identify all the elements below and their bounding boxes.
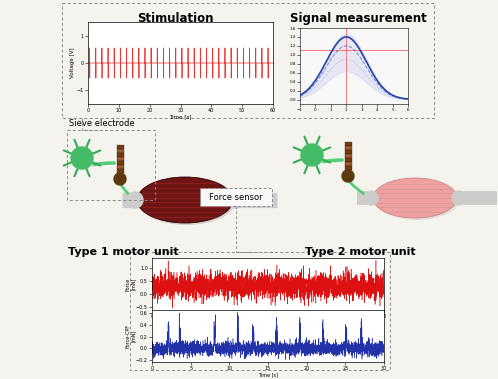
Circle shape	[127, 192, 143, 208]
Text: Force sensor: Force sensor	[209, 193, 263, 202]
Bar	[117, 169, 124, 173]
Bar	[345, 142, 352, 146]
Circle shape	[301, 144, 323, 166]
Bar	[117, 153, 124, 157]
Circle shape	[227, 192, 243, 208]
Circle shape	[342, 170, 354, 182]
Bar	[345, 154, 352, 158]
Bar	[345, 146, 352, 150]
Text: Sieve electrode: Sieve electrode	[69, 119, 134, 128]
Ellipse shape	[137, 177, 233, 223]
Text: Type 2 motor unit: Type 2 motor unit	[305, 247, 416, 257]
Ellipse shape	[373, 178, 457, 218]
Circle shape	[364, 191, 378, 205]
Ellipse shape	[375, 180, 459, 220]
Y-axis label: Force-CPF
[mN]: Force-CPF [mN]	[125, 324, 136, 348]
Bar	[345, 162, 352, 166]
Text: Signal measurement: Signal measurement	[290, 12, 426, 25]
Bar	[67, 130, 155, 200]
Bar	[117, 161, 124, 165]
Ellipse shape	[139, 179, 235, 225]
Y-axis label: Force
[mN]: Force [mN]	[125, 277, 136, 291]
Bar	[117, 165, 124, 169]
Bar	[117, 157, 124, 161]
Bar	[345, 150, 352, 154]
Text: Stimulation: Stimulation	[137, 12, 213, 25]
Circle shape	[452, 191, 466, 205]
Bar	[117, 145, 124, 149]
Text: Type 1 motor unit: Type 1 motor unit	[68, 247, 179, 257]
Bar	[130, 252, 390, 370]
Bar	[345, 158, 352, 162]
Circle shape	[71, 147, 93, 169]
Bar	[345, 166, 352, 170]
Text: Force measurement: Force measurement	[194, 378, 326, 379]
X-axis label: Time [s]: Time [s]	[258, 321, 278, 326]
Y-axis label: Voltage [V]: Voltage [V]	[70, 48, 75, 78]
Circle shape	[114, 173, 126, 185]
Bar	[62, 3, 434, 118]
Bar	[117, 149, 124, 153]
X-axis label: Time [s]: Time [s]	[258, 373, 278, 377]
X-axis label: Time [s]: Time [s]	[169, 114, 192, 119]
FancyBboxPatch shape	[200, 188, 272, 206]
